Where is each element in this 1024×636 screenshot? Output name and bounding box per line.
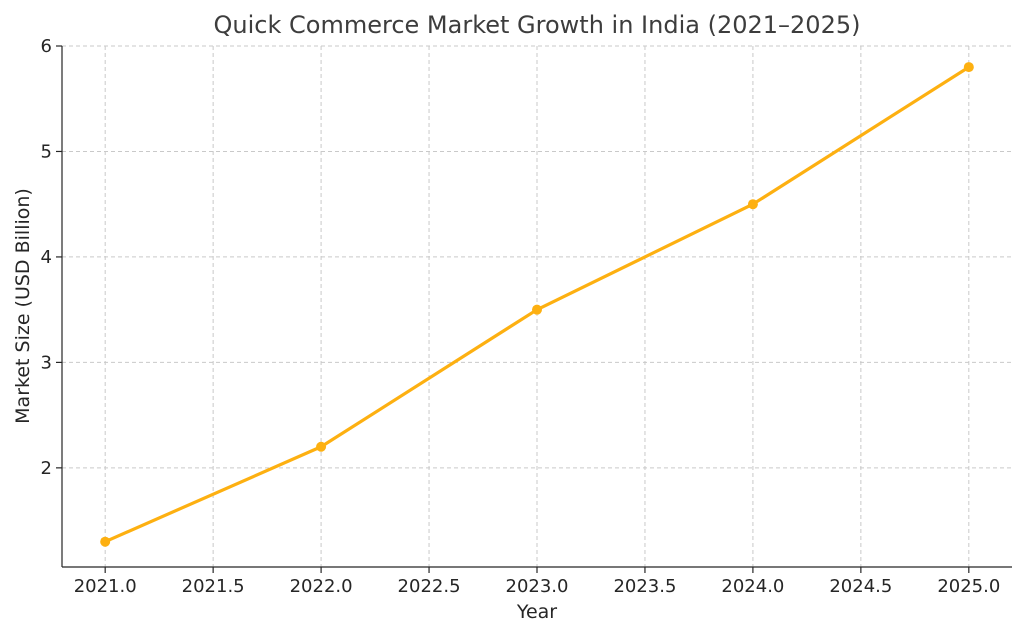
x-axis-label: Year — [516, 601, 557, 623]
y-axis-label: Market Size (USD Billion) — [12, 188, 34, 424]
y-tick-label: 5 — [41, 141, 52, 162]
x-tick-label: 2021.0 — [74, 576, 137, 597]
x-tick-label: 2021.5 — [182, 576, 245, 597]
x-tick-label: 2025.0 — [937, 576, 1000, 597]
x-axis-ticks: 2021.0 2021.5 2022.0 2022.5 2023.0 2023.5 2024… — [74, 567, 1000, 597]
x-tick-label: 2024.5 — [829, 576, 892, 597]
x-tick-label: 2023.0 — [506, 576, 569, 597]
y-tick-label: 4 — [41, 247, 52, 268]
data-point — [532, 304, 542, 315]
data-point — [316, 441, 327, 452]
y-tick-label: 3 — [41, 352, 52, 373]
data-point — [963, 62, 974, 73]
x-tick-label: 2024.0 — [721, 576, 784, 597]
x-tick-label: 2022.5 — [398, 576, 461, 597]
y-tick-label: 2 — [41, 458, 52, 479]
data-point — [100, 536, 111, 547]
y-tick-label: 6 — [41, 36, 52, 57]
series — [100, 62, 974, 547]
x-tick-label: 2022.0 — [290, 576, 353, 597]
x-tick-label: 2023.5 — [613, 576, 676, 597]
chart-title: Quick Commerce Market Growth in India (2… — [214, 11, 861, 39]
y-axis-ticks: 2 3 4 5 6 — [41, 36, 62, 479]
data-point — [747, 199, 758, 210]
